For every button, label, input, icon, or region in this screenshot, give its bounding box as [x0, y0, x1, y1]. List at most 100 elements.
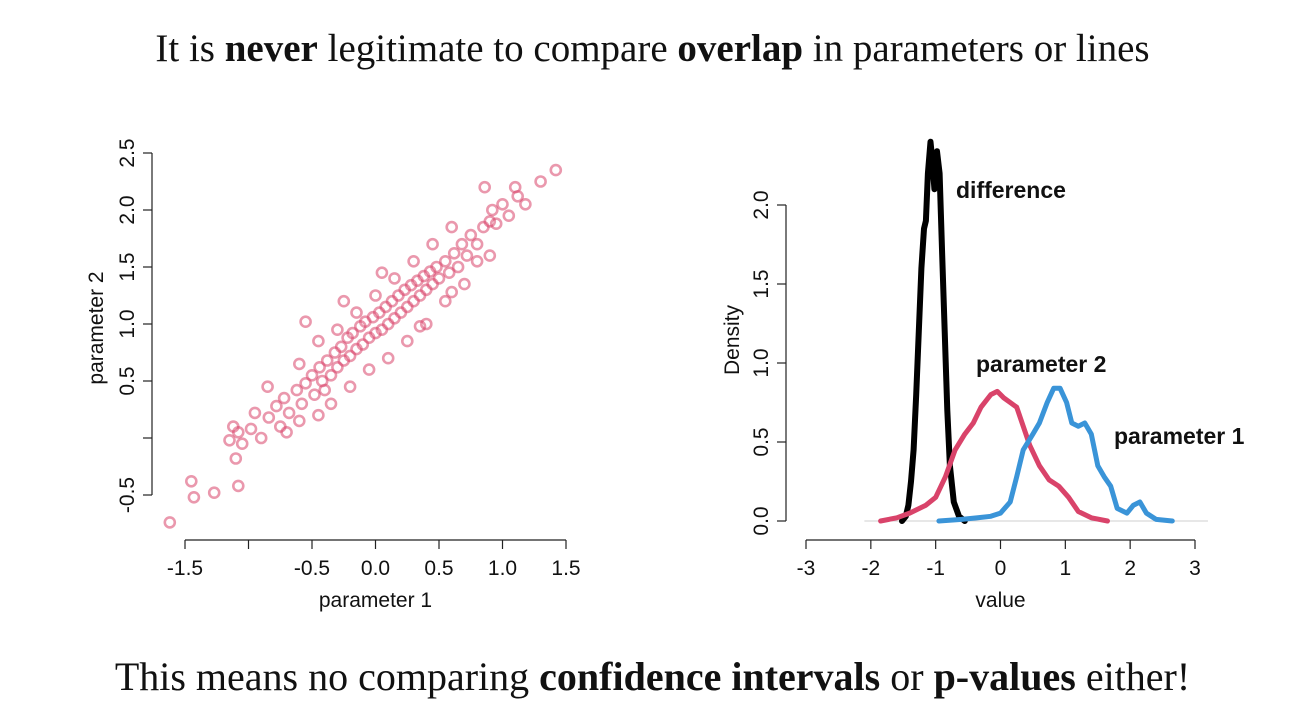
scatter-point [308, 388, 321, 402]
scatter-point [400, 334, 414, 348]
scatter-point [445, 285, 459, 299]
density-label-difference: difference [956, 177, 1066, 203]
scatter-point [496, 198, 509, 211]
scatter-point [313, 360, 326, 374]
scatter-x-tick-label: -1.5 [167, 557, 203, 580]
density-x-tick-label: 0 [995, 557, 1007, 580]
scatter-point [451, 260, 465, 274]
scatter-point [381, 317, 395, 331]
scatter-y-tick-label: 0.5 [116, 366, 139, 395]
scatter-point [438, 254, 452, 268]
scatter-point [207, 486, 221, 500]
scatter-point [381, 351, 395, 365]
headline-bottom-text-3: either! [1075, 654, 1191, 699]
scatter-point [419, 317, 433, 331]
scatter-point [470, 237, 484, 251]
density-y-tick-label: 2.0 [750, 190, 773, 219]
scatter-point [438, 294, 452, 308]
scatter-point [413, 319, 427, 333]
scatter-point [455, 237, 469, 251]
scatter-point [407, 294, 420, 308]
scatter-point [324, 368, 338, 382]
scatter-point [369, 289, 382, 302]
scatter-point [295, 397, 309, 411]
density-x-tick-label: -1 [926, 557, 945, 580]
headline-top-text-2: legitimate to compare [317, 27, 678, 70]
headline-bottom-text-1: This means no comparing [114, 654, 540, 699]
headline-top-bold-overlap: overlap [677, 27, 804, 70]
scatter-point [388, 311, 401, 325]
density-y-axis-label: Density [721, 304, 744, 375]
scatter-point [447, 247, 461, 260]
scatter-x-axis: -1.5 -0.5 0.0 0.5 1.0 1.5 parameter 1 [167, 539, 581, 612]
scatter-point [362, 363, 376, 376]
scatter-point [442, 266, 456, 280]
scatter-point [478, 180, 492, 194]
scatter-point [331, 360, 344, 374]
scatter-point [292, 357, 306, 371]
scatter-point [464, 228, 478, 242]
scatter-point [508, 180, 522, 194]
scatter-point [426, 277, 439, 291]
scatter-x-tick-label: -0.5 [294, 557, 330, 580]
scatter-point [470, 254, 484, 268]
scatter-point [324, 397, 338, 411]
headline-bottom-text-2: or [880, 654, 934, 699]
density-y-tick-label: 1.0 [750, 348, 773, 377]
scatter-point [385, 294, 399, 308]
scatter-x-tick-label: 1.0 [488, 557, 517, 580]
density-x-tick-label: 3 [1189, 557, 1201, 580]
scatter-y-axis-label: parameter 2 [85, 271, 108, 384]
scatter-point [445, 220, 459, 234]
density-x-tick-label: 2 [1124, 557, 1136, 580]
scatter-point [334, 340, 348, 354]
scatter-point [299, 315, 312, 329]
density-x-tick-label: -2 [861, 557, 880, 580]
scatter-x-tick-label: 0.0 [361, 557, 390, 580]
density-y-tick-label: 0.5 [750, 427, 773, 456]
scatter-point [227, 420, 240, 433]
headline-top-text-3: in parameters or lines [803, 27, 1150, 70]
scatter-point [394, 306, 408, 319]
scatter-point [483, 215, 497, 228]
scatter-point [392, 289, 405, 302]
scatter-point [331, 323, 344, 337]
scatter-point [432, 272, 446, 285]
scatter-point [235, 437, 249, 451]
density-x-axis: -3 -2 -1 0 1 2 3 value [797, 539, 1201, 612]
scatter-y-tick-label: -0.5 [116, 477, 139, 513]
scatter-point [312, 334, 325, 348]
scatter-point [477, 220, 490, 234]
density-x-axis-label: value [975, 589, 1025, 612]
scatter-point [388, 272, 401, 285]
scatter-point [187, 490, 201, 504]
scatter-point [248, 406, 262, 420]
scatter-x-tick-label: 1.5 [551, 557, 580, 580]
scatter-point [277, 391, 291, 405]
scatter-point [375, 266, 389, 280]
density-y-tick-label: 1.5 [750, 269, 773, 298]
scatter-point [305, 368, 319, 382]
scatter-point [320, 354, 334, 367]
scatter-point [223, 433, 236, 447]
scatter-point [163, 516, 177, 529]
scatter-point [229, 452, 243, 465]
headline-top: It is never legitimate to compare overla… [0, 26, 1305, 71]
scatter-y-axis: -0.5 0.5 1.0 1.5 2.0 2.5 parameter 2 [85, 138, 153, 513]
density-label-parameter-2: parameter 2 [976, 351, 1106, 377]
scatter-point [185, 474, 198, 488]
scatter-point [369, 326, 382, 340]
density-line-parameter-1 [936, 385, 1175, 524]
scatter-point [534, 175, 547, 188]
scatter-x-axis-label: parameter 1 [319, 589, 432, 612]
scatter-point [282, 406, 296, 420]
scatter-y-tick-label: 1.5 [116, 252, 139, 281]
scatter-point [318, 383, 332, 397]
scatter-point [407, 254, 420, 268]
scatter-y-tick-label: 2.5 [116, 138, 139, 167]
scatter-point [270, 399, 283, 413]
scatter-point [299, 376, 312, 390]
scatter-point [254, 431, 268, 445]
scatter-x-tick-label: 0.5 [424, 557, 453, 580]
